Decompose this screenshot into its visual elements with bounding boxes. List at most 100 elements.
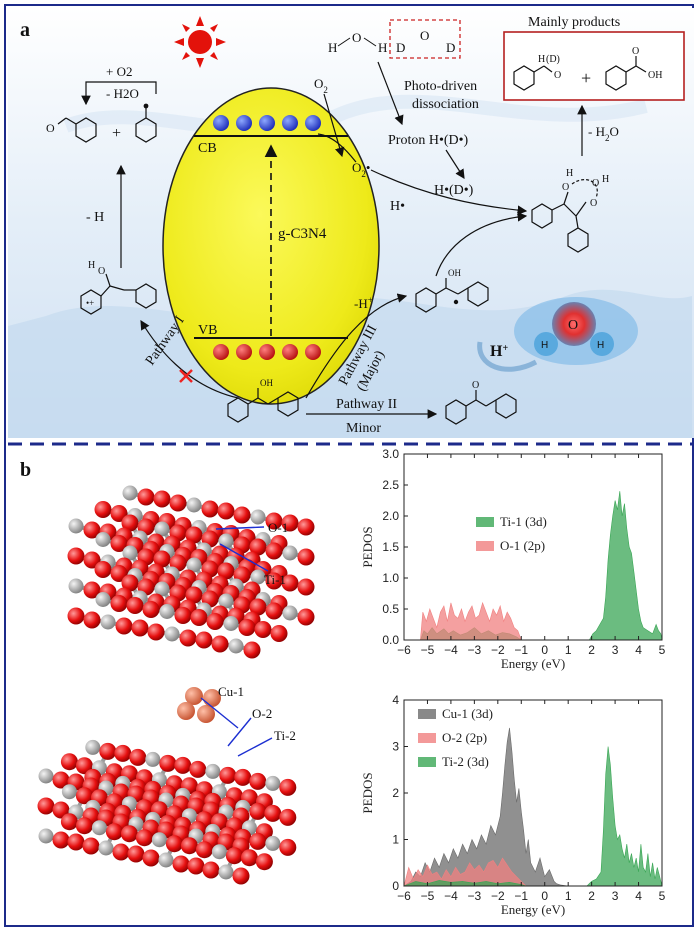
oxygen-atom [254, 621, 272, 638]
oxygen-atom [219, 766, 237, 784]
dissociation-label: dissociation [412, 97, 479, 112]
legend-label: Ti-1 (3d) [500, 514, 547, 529]
oxygen-atom [249, 802, 267, 820]
x-tick-label: 5 [659, 643, 666, 657]
x-tick-label: 4 [635, 889, 642, 903]
oxygen-atom [75, 817, 93, 835]
oxygen-atom [174, 756, 192, 774]
water-wave [63, 94, 648, 138]
oxygen-atom [265, 572, 283, 590]
oxygen-atom [279, 838, 297, 856]
hydroxy-h: H [88, 260, 95, 271]
titanium-atom [154, 521, 170, 537]
y-axis-label: PEDOS [360, 526, 375, 567]
oxygen-atom [211, 635, 229, 653]
oxygen-atom [249, 832, 267, 850]
oxygen-atom [297, 548, 315, 566]
oxygen-atom [83, 521, 101, 539]
oxygen-atom [233, 506, 251, 524]
electron-2 [236, 115, 252, 131]
x-tick-label: −4 [444, 889, 458, 903]
x-axis-label: Energy (eV) [501, 656, 565, 671]
radical-dot [143, 103, 149, 109]
titanium-atom [95, 532, 111, 547]
ketyl-oh: OH [448, 268, 461, 278]
oxygen-atom [217, 502, 235, 520]
x-tick-label: −2 [491, 643, 505, 657]
oxygen-atom [121, 514, 139, 532]
oxygen-atom [281, 514, 299, 532]
proton-label: Proton H•(D•) [388, 133, 469, 148]
oxygen-atom [297, 578, 315, 596]
x-tick-label: 3 [612, 889, 619, 903]
d2o-o: O [420, 28, 429, 43]
x-tick-label: −3 [468, 889, 482, 903]
x-tick-label: 2 [588, 889, 595, 903]
x-tick-label: 4 [635, 643, 642, 657]
water-h1-label: H [541, 340, 548, 351]
x-tick-label: 2 [588, 643, 595, 657]
oxygen-atom [281, 574, 299, 592]
legend-swatch [418, 709, 436, 719]
label-o2: O-2 [252, 706, 272, 721]
oxygen-atom [174, 607, 192, 624]
oxygen-atom [270, 625, 288, 642]
legend-label: O-2 (2p) [442, 730, 487, 745]
oxygen-atom [142, 849, 160, 867]
titanium-atom [250, 569, 266, 585]
figure-svg: a CB VB g-C3N4 [8, 8, 694, 917]
x-tick-label: 0 [541, 643, 548, 657]
peroxide-intermediate [531, 179, 598, 253]
oxygen-atom [206, 613, 224, 630]
x-tick-label: −5 [421, 643, 435, 657]
oxygen-atom [169, 494, 187, 512]
titanium-atom [151, 832, 167, 848]
starting-molecule [227, 388, 299, 423]
copper-atom [177, 702, 195, 720]
oxygen-atom [265, 602, 283, 620]
oxygen-atom [110, 595, 128, 612]
blocked-x-icon [179, 369, 193, 383]
oxygen-atom [185, 526, 203, 544]
oxygen-atom [195, 631, 213, 649]
legend-swatch [418, 757, 436, 767]
oxygen-atom [297, 518, 315, 536]
titanium-atom [205, 763, 221, 779]
oxygen-atom [120, 825, 138, 843]
oxygen-atom [94, 501, 112, 518]
oxygen-atom [202, 861, 220, 879]
h-dot-label: H• [390, 199, 405, 214]
coupling-arrow [435, 212, 528, 277]
oxygen-atom [201, 500, 219, 518]
legend-label: O-1 (2p) [500, 538, 545, 553]
oxygen-atom [153, 550, 171, 568]
oxygen-atom [99, 742, 117, 760]
photo-driven-label: Photo-driven [404, 79, 477, 94]
titanium-atom [61, 784, 77, 800]
oxygen-atom [67, 607, 85, 625]
oxygen-atom [52, 831, 70, 849]
series-area-2 [403, 746, 663, 887]
electron-transfer-arrow [317, 133, 357, 163]
oxidation-arrow [81, 81, 157, 106]
water-h2-label: H [597, 340, 604, 351]
product-o: O [554, 70, 561, 81]
label-ti2: Ti-2 [274, 728, 296, 743]
oxygen-atom [110, 535, 128, 552]
oxygen-atom [60, 753, 78, 771]
oxygen-atom [249, 538, 267, 556]
acid-oh: OH [648, 70, 662, 81]
legend-label: Ti-2 (3d) [442, 754, 489, 769]
electron-5 [305, 115, 321, 131]
x-tick-label: −4 [444, 643, 458, 657]
y-tick-label: 1.0 [382, 571, 399, 585]
label-o1: O-1 [268, 520, 288, 535]
titanium-atom [282, 545, 298, 561]
oxygen-atom [82, 837, 100, 855]
y-tick-label: 0.5 [382, 602, 399, 616]
titanium-atom [265, 775, 281, 791]
hydroxy-o: O [98, 266, 105, 277]
titanium-atom [100, 614, 116, 630]
left-products [57, 108, 157, 143]
y-tick-label: 1 [392, 833, 399, 847]
